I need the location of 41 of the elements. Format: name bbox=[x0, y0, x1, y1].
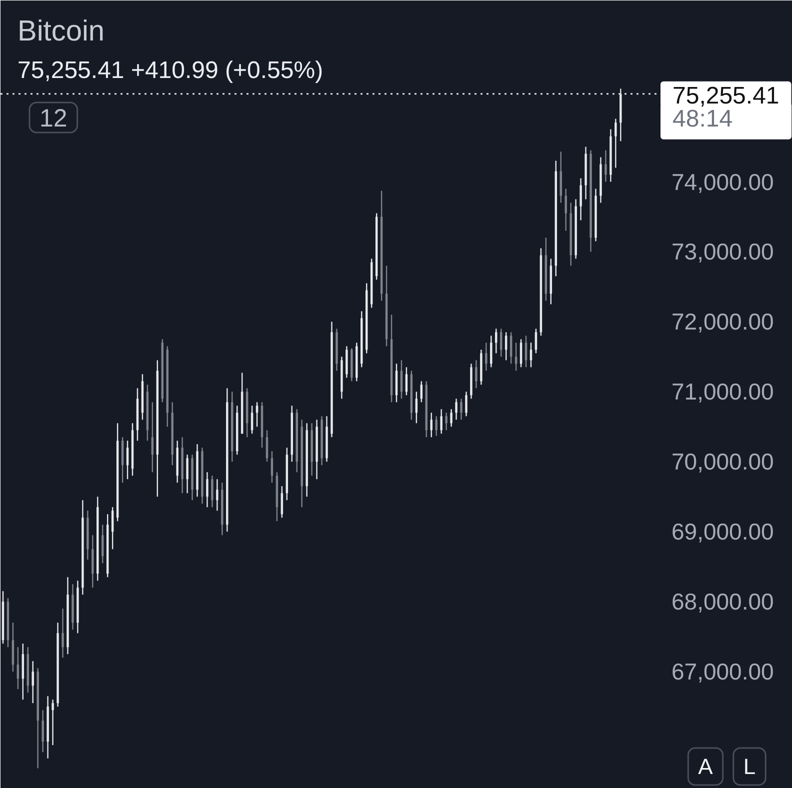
candlestick bbox=[435, 416, 438, 436]
candlestick bbox=[450, 408, 452, 428]
y-tick-label: 71,000.00 bbox=[672, 378, 774, 405]
annotation: A bbox=[698, 754, 714, 779]
text: 75,255.41 +410.99 (+0.55%) bbox=[18, 57, 324, 84]
y-tick-label: 73,000.00 bbox=[672, 238, 774, 265]
ref-line-label: 75,255.41 bbox=[672, 82, 780, 110]
candlestick bbox=[62, 608, 64, 658]
candlestick bbox=[216, 478, 218, 512]
candlestick bbox=[430, 412, 432, 438]
candlestick bbox=[485, 342, 488, 372]
candlestick bbox=[415, 391, 418, 424]
candlestick bbox=[604, 150, 607, 182]
candlestick bbox=[504, 332, 508, 361]
y-tick-label: 74,000.00 bbox=[672, 168, 774, 195]
candlestick bbox=[614, 118, 617, 168]
annotation: 12 bbox=[40, 104, 68, 132]
y-tick-label: 67,000.00 bbox=[672, 658, 774, 685]
annotation: L bbox=[743, 754, 756, 779]
candlestick bbox=[420, 380, 423, 403]
y-tick-label: 72,000.00 bbox=[672, 308, 774, 335]
candlestick bbox=[580, 178, 582, 221]
y-tick-label: 68,000.00 bbox=[672, 588, 774, 615]
candlestick bbox=[475, 360, 478, 389]
candlestick bbox=[440, 408, 442, 434]
candlestick bbox=[32, 660, 34, 704]
candlestick bbox=[455, 398, 458, 420]
y-tick-label: 70,000.00 bbox=[672, 448, 774, 475]
candlestick bbox=[465, 391, 468, 417]
candlestick bbox=[52, 699, 54, 746]
candlestick bbox=[564, 188, 567, 232]
y-tick-label: 69,000.00 bbox=[672, 518, 774, 545]
candlestick bbox=[211, 475, 214, 508]
candlestick bbox=[42, 710, 44, 753]
candlestick bbox=[445, 412, 448, 431]
candlestick bbox=[460, 398, 462, 420]
candlestick bbox=[490, 335, 492, 368]
text: Bitcoin bbox=[18, 16, 105, 48]
candlestick bbox=[206, 472, 208, 508]
candlestick bbox=[186, 454, 188, 494]
candlestick bbox=[16, 646, 20, 690]
